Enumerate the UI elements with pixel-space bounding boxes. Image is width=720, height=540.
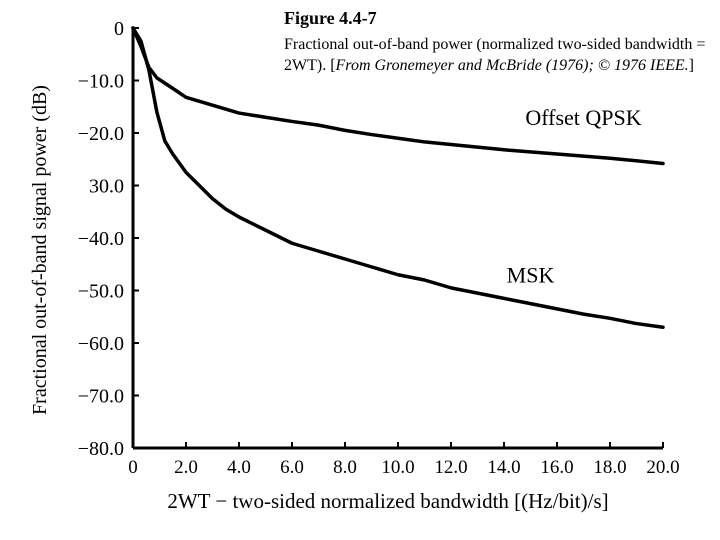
x-tick-label: 0 bbox=[128, 457, 138, 478]
caption-main: Fractional out-of-band power (normalized… bbox=[284, 36, 706, 74]
x-tick-label: 18.0 bbox=[593, 457, 626, 478]
x-tick-label: 20.0 bbox=[646, 457, 679, 478]
y-tick-label: 30.0 bbox=[89, 176, 124, 198]
caption-text: Fractional out-of-band power (normalized… bbox=[284, 34, 716, 76]
y-axis-label: Fractional out-of-band signal power (dB) bbox=[29, 85, 51, 415]
y-axis-ticks: 0 −10.0 −20.0 30.0 −40.0 −50.0 −60.0 −70.0 −80.0 bbox=[78, 18, 139, 460]
figure-label: Figure 4.4-7 bbox=[284, 8, 377, 28]
caption-source: From Gronemeyer and McBride (1976); © 19… bbox=[335, 57, 689, 74]
y-tick-label: −40.0 bbox=[78, 228, 124, 250]
y-tick-label: −60.0 bbox=[78, 333, 124, 355]
y-tick-label: 0 bbox=[114, 18, 124, 40]
x-tick-label: 12.0 bbox=[434, 457, 467, 478]
y-tick-label: −80.0 bbox=[78, 438, 124, 460]
x-tick-label: 10.0 bbox=[381, 457, 414, 478]
x-tick-label: 14.0 bbox=[487, 457, 520, 478]
series-label-msk: MSK bbox=[507, 263, 555, 288]
x-tick-label: 8.0 bbox=[333, 457, 357, 478]
x-tick-label: 2.0 bbox=[174, 457, 198, 478]
series-label-offset-qpsk: Offset QPSK bbox=[525, 105, 641, 130]
series-labels: Offset QPSK MSK bbox=[507, 105, 642, 288]
y-tick-label: −10.0 bbox=[78, 71, 124, 93]
figure-caption: Figure 4.4-7 Fractional out-of-band powe… bbox=[284, 8, 716, 76]
y-tick-label: −70.0 bbox=[78, 386, 124, 408]
x-axis-label: 2WT − two-sided normalized bandwidth [(H… bbox=[167, 489, 608, 513]
x-tick-label: 6.0 bbox=[280, 457, 304, 478]
series-lines bbox=[131, 26, 665, 329]
x-tick-label: 4.0 bbox=[227, 457, 251, 478]
x-tick-label: 16.0 bbox=[540, 457, 573, 478]
y-tick-label: −50.0 bbox=[78, 281, 124, 303]
y-tick-label: −20.0 bbox=[78, 123, 124, 145]
series-line-offset-qpsk bbox=[131, 26, 665, 166]
series-line-msk bbox=[131, 26, 665, 329]
caption-end: ] bbox=[688, 57, 694, 74]
